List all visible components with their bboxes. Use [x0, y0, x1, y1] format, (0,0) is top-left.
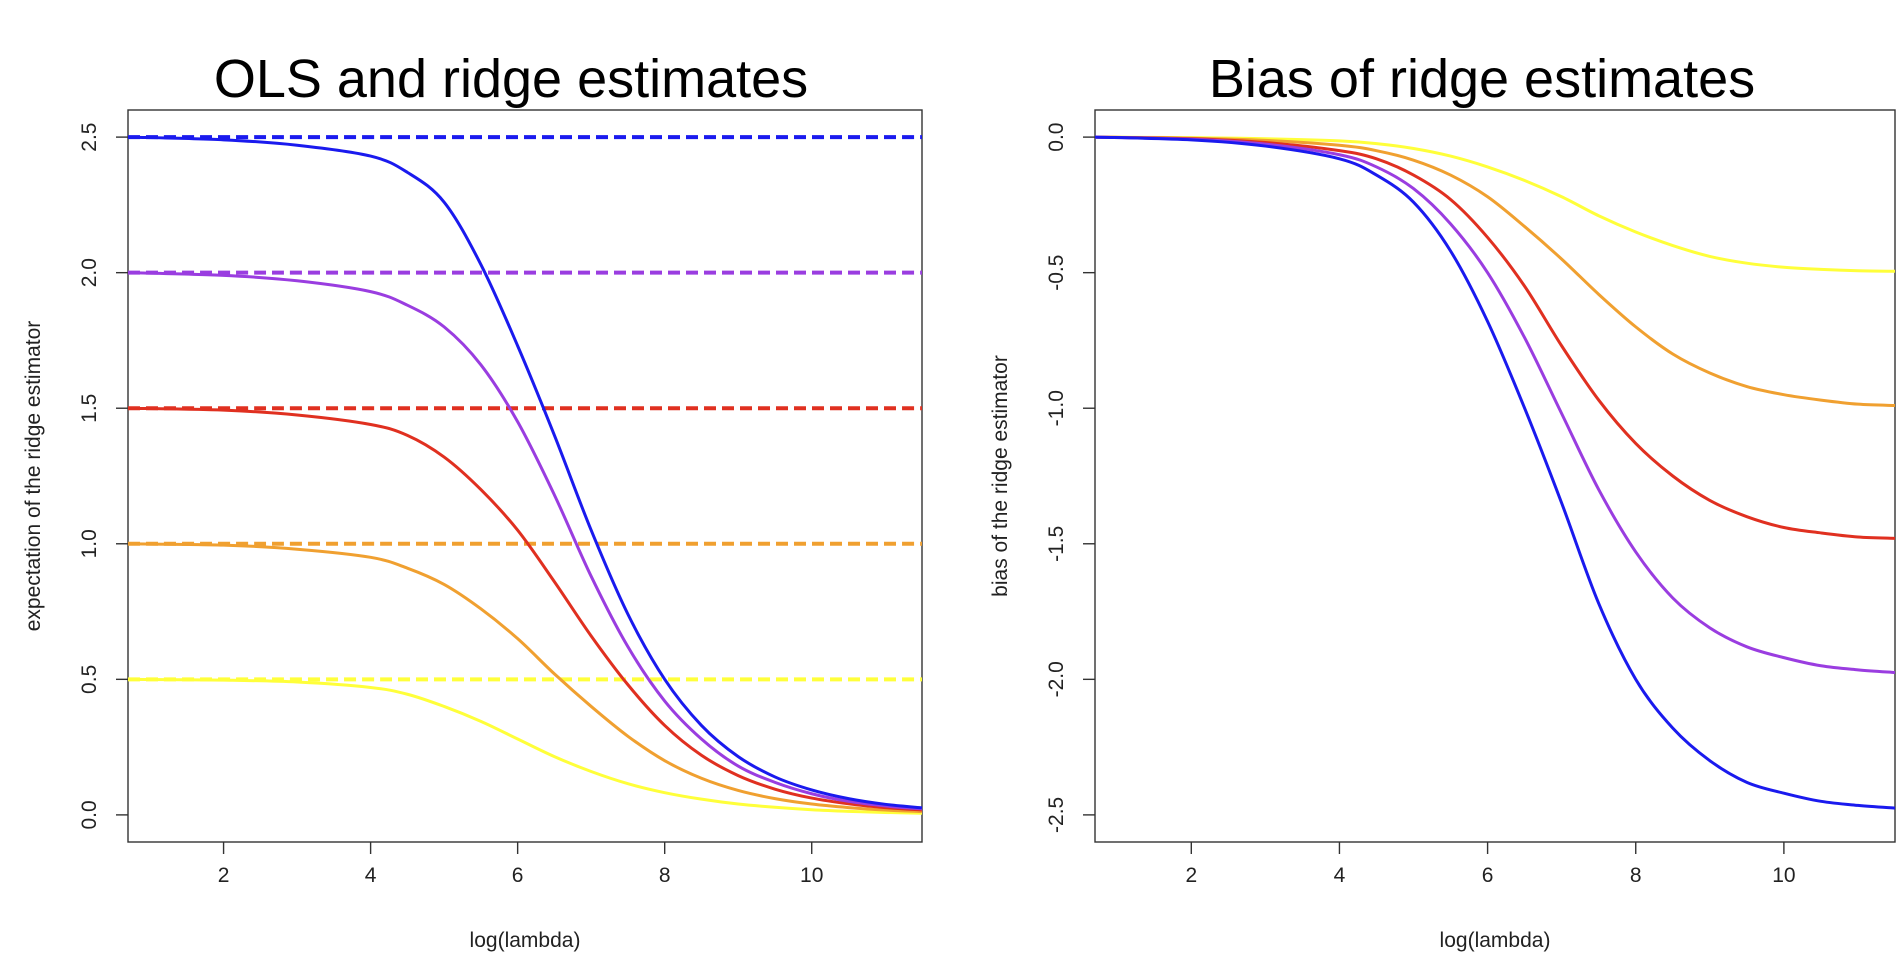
bias-panel: Bias of ridge estimates 2 4 6 8 10 0.0 -0.5 -1… — [989, 49, 1896, 952]
x-tick-label: 4 — [365, 864, 377, 887]
x-axis-ticks: 2 4 6 8 10 — [1185, 842, 1796, 887]
y-tick-label: 0.0 — [78, 800, 101, 829]
y-axis-label: bias of the ridge estimator — [989, 355, 1012, 597]
solid-series-line-8 — [127, 271, 923, 811]
x-tick-label: 2 — [218, 864, 230, 887]
x-axis-label: log(lambda) — [470, 929, 581, 952]
y-tick-label: -1.0 — [1045, 390, 1068, 426]
x-tick-label: 2 — [1185, 864, 1197, 887]
series-lines — [1094, 135, 1896, 810]
y-tick-label: 2.5 — [78, 123, 101, 152]
solid-series-line-6 — [127, 542, 923, 814]
y-tick-label: -0.5 — [1045, 255, 1068, 291]
solid-series-line-3 — [1094, 135, 1896, 675]
plot-frame — [127, 109, 923, 843]
y-tick-label: -1.5 — [1045, 526, 1068, 562]
solid-series-line-5 — [127, 677, 923, 815]
y-tick-label: 0.0 — [1045, 123, 1068, 152]
plot-frame — [1094, 109, 1896, 843]
x-tick-label: 8 — [1630, 864, 1642, 887]
x-tick-label: 10 — [1772, 864, 1795, 887]
chart-title: OLS and ridge estimates — [214, 49, 808, 109]
solid-series-line-2 — [1094, 135, 1896, 540]
y-tick-label: 1.5 — [78, 394, 101, 423]
solid-series-line-1 — [1094, 135, 1896, 408]
y-axis-ticks: 0.0 0.5 1.0 1.5 2.0 2.5 — [78, 123, 128, 829]
solid-series-line-4 — [1094, 135, 1896, 810]
x-axis-label: log(lambda) — [1440, 929, 1551, 952]
x-tick-label: 10 — [800, 864, 823, 887]
x-tick-label: 8 — [659, 864, 671, 887]
solid-series-line-0 — [1094, 135, 1896, 273]
x-axis-ticks: 2 4 6 8 10 — [218, 842, 823, 887]
y-tick-label: -2.0 — [1045, 661, 1068, 697]
x-tick-label: 6 — [512, 864, 524, 887]
series-lines — [127, 135, 923, 815]
solid-series-line-9 — [127, 135, 923, 810]
y-tick-label: -2.5 — [1045, 797, 1068, 833]
solid-series-line-7 — [127, 406, 923, 812]
x-tick-label: 6 — [1482, 864, 1494, 887]
y-tick-label: 1.0 — [78, 529, 101, 558]
y-axis-label: expectation of the ridge estimator — [22, 321, 45, 632]
chart-title: Bias of ridge estimates — [1209, 49, 1755, 109]
y-tick-label: 0.5 — [78, 665, 101, 694]
x-tick-label: 4 — [1334, 864, 1346, 887]
y-axis-ticks: 0.0 -0.5 -1.0 -1.5 -2.0 -2.5 — [1045, 123, 1095, 833]
ols-ridge-panel: OLS and ridge estimates 2 4 6 8 10 0.0 0.5 1.0… — [22, 49, 923, 952]
y-tick-label: 2.0 — [78, 258, 101, 287]
